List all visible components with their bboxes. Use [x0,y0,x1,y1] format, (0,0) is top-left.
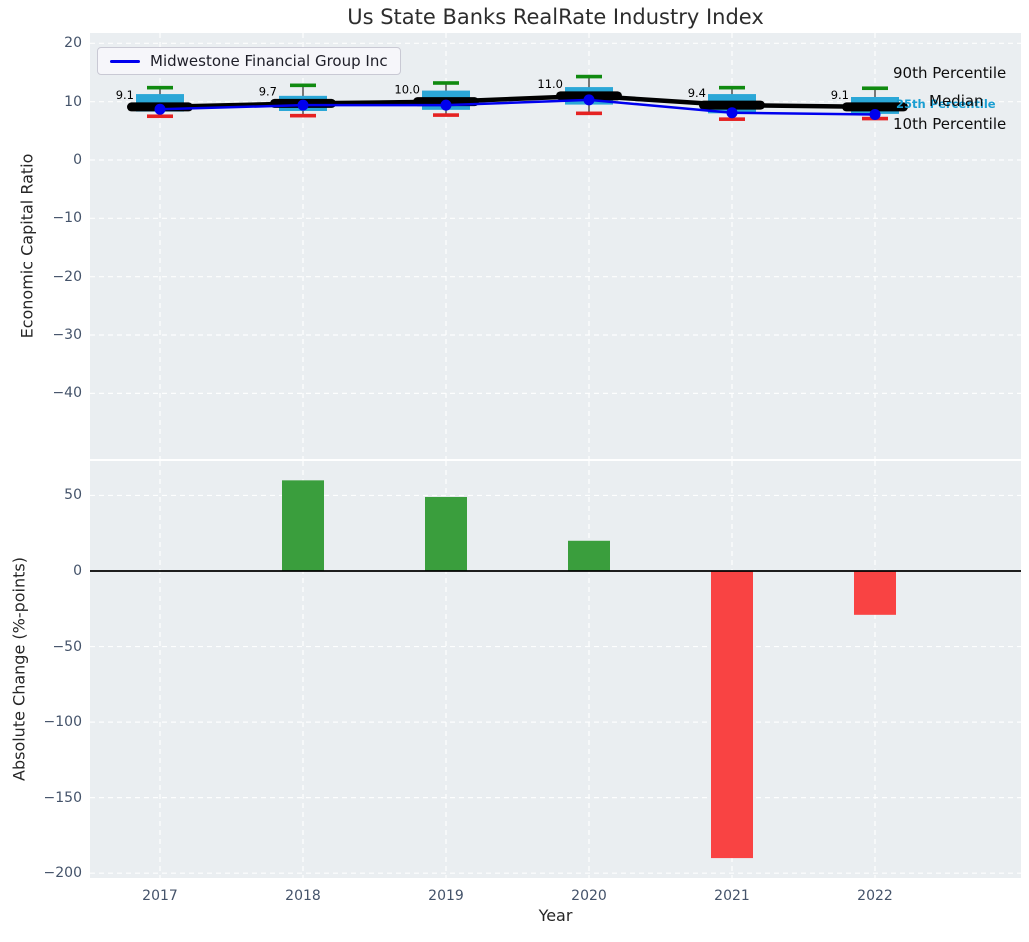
top-plot-area: 9.1 9.7 10.0 11.0 9.4 9.1 [90,33,1021,459]
cap-90th-2018 [290,83,316,88]
bar-2019 [425,496,467,571]
y-tick-top-20: 20 [64,35,82,52]
cap-10th-2021 [719,117,745,121]
cap-10th-2017 [147,114,173,119]
company-point-2020 [583,94,595,106]
annotation-median: Median [929,92,984,110]
x-tick-2021: 2021 [714,888,750,904]
median-value-label-2018: 9.7 [259,84,277,98]
bar-2021 [711,571,753,859]
company-point-2022 [869,108,881,120]
company-point-2021 [726,107,738,119]
y-tick-top--10: −10 [52,210,82,227]
y-axis-label-top: Economic Capital Ratio [17,153,37,339]
y-tick-bottom--150: −150 [43,789,82,806]
plot-canvas [90,461,1021,878]
cap-90th-2021 [719,85,745,90]
annotation-90th-percentile: 90th Percentile [893,64,1007,82]
y-tick-bottom--200: −200 [43,865,82,882]
bottom-plot-area [90,461,1021,878]
annotation-10th-percentile: 10th Percentile [893,115,1007,133]
cap-10th-2018 [290,113,316,118]
y-tick-bottom--50: −50 [52,638,82,655]
legend: Midwestone Financial Group Inc [97,47,401,75]
company-line [159,98,876,116]
x-tick-2020: 2020 [571,888,607,904]
x-tick-2017: 2017 [142,888,178,904]
cap-10th-2019 [433,113,459,117]
bar-2022 [854,571,896,615]
annotation-25th-percentile: 25th Percentile [896,97,996,111]
company-point-2019 [440,99,452,111]
y-tick-top-0: 0 [73,152,82,168]
chart-title: Us State Banks RealRate Industry Index [347,5,764,29]
median-value-label-2017: 9.1 [116,88,134,102]
company-point-2017 [154,103,166,115]
median-value-label-2022: 9.1 [831,88,849,102]
y-tick-bottom-0: 0 [73,563,82,579]
median-value-label-2020: 11.0 [537,77,563,91]
y-tick-bottom--100: −100 [43,714,82,731]
median-capsule-2021 [699,100,765,110]
median-capsule-2022 [842,102,908,112]
plot-canvas: 9.1 9.7 10.0 11.0 9.4 9.1 [90,33,1021,459]
y-tick-top--30: −30 [52,327,82,343]
cap-90th-2020 [576,74,602,79]
cap-90th-2022 [862,86,888,91]
y-tick-top--40: −40 [52,385,82,402]
x-tick-2022: 2022 [857,888,893,904]
legend-label: Midwestone Financial Group Inc [150,52,388,70]
legend-line-sample [110,59,140,63]
median-value-label-2019: 10.0 [394,83,420,97]
company-point-2018 [297,99,309,111]
cap-90th-2019 [433,81,459,85]
x-tick-2019: 2019 [428,888,464,904]
y-tick-bottom-50: 50 [64,487,82,504]
x-axis-label: Year [538,906,573,925]
bar-2020 [568,540,610,571]
y-tick-top--20: −20 [52,268,82,285]
median-value-label-2021: 9.4 [688,86,706,100]
cap-10th-2020 [576,111,602,116]
y-axis-label-bottom: Absolute Change (%-points) [9,557,29,781]
y-tick-top-10: 10 [64,93,82,110]
x-tick-2018: 2018 [285,888,321,904]
cap-90th-2017 [147,85,173,90]
bar-2018 [282,480,324,571]
